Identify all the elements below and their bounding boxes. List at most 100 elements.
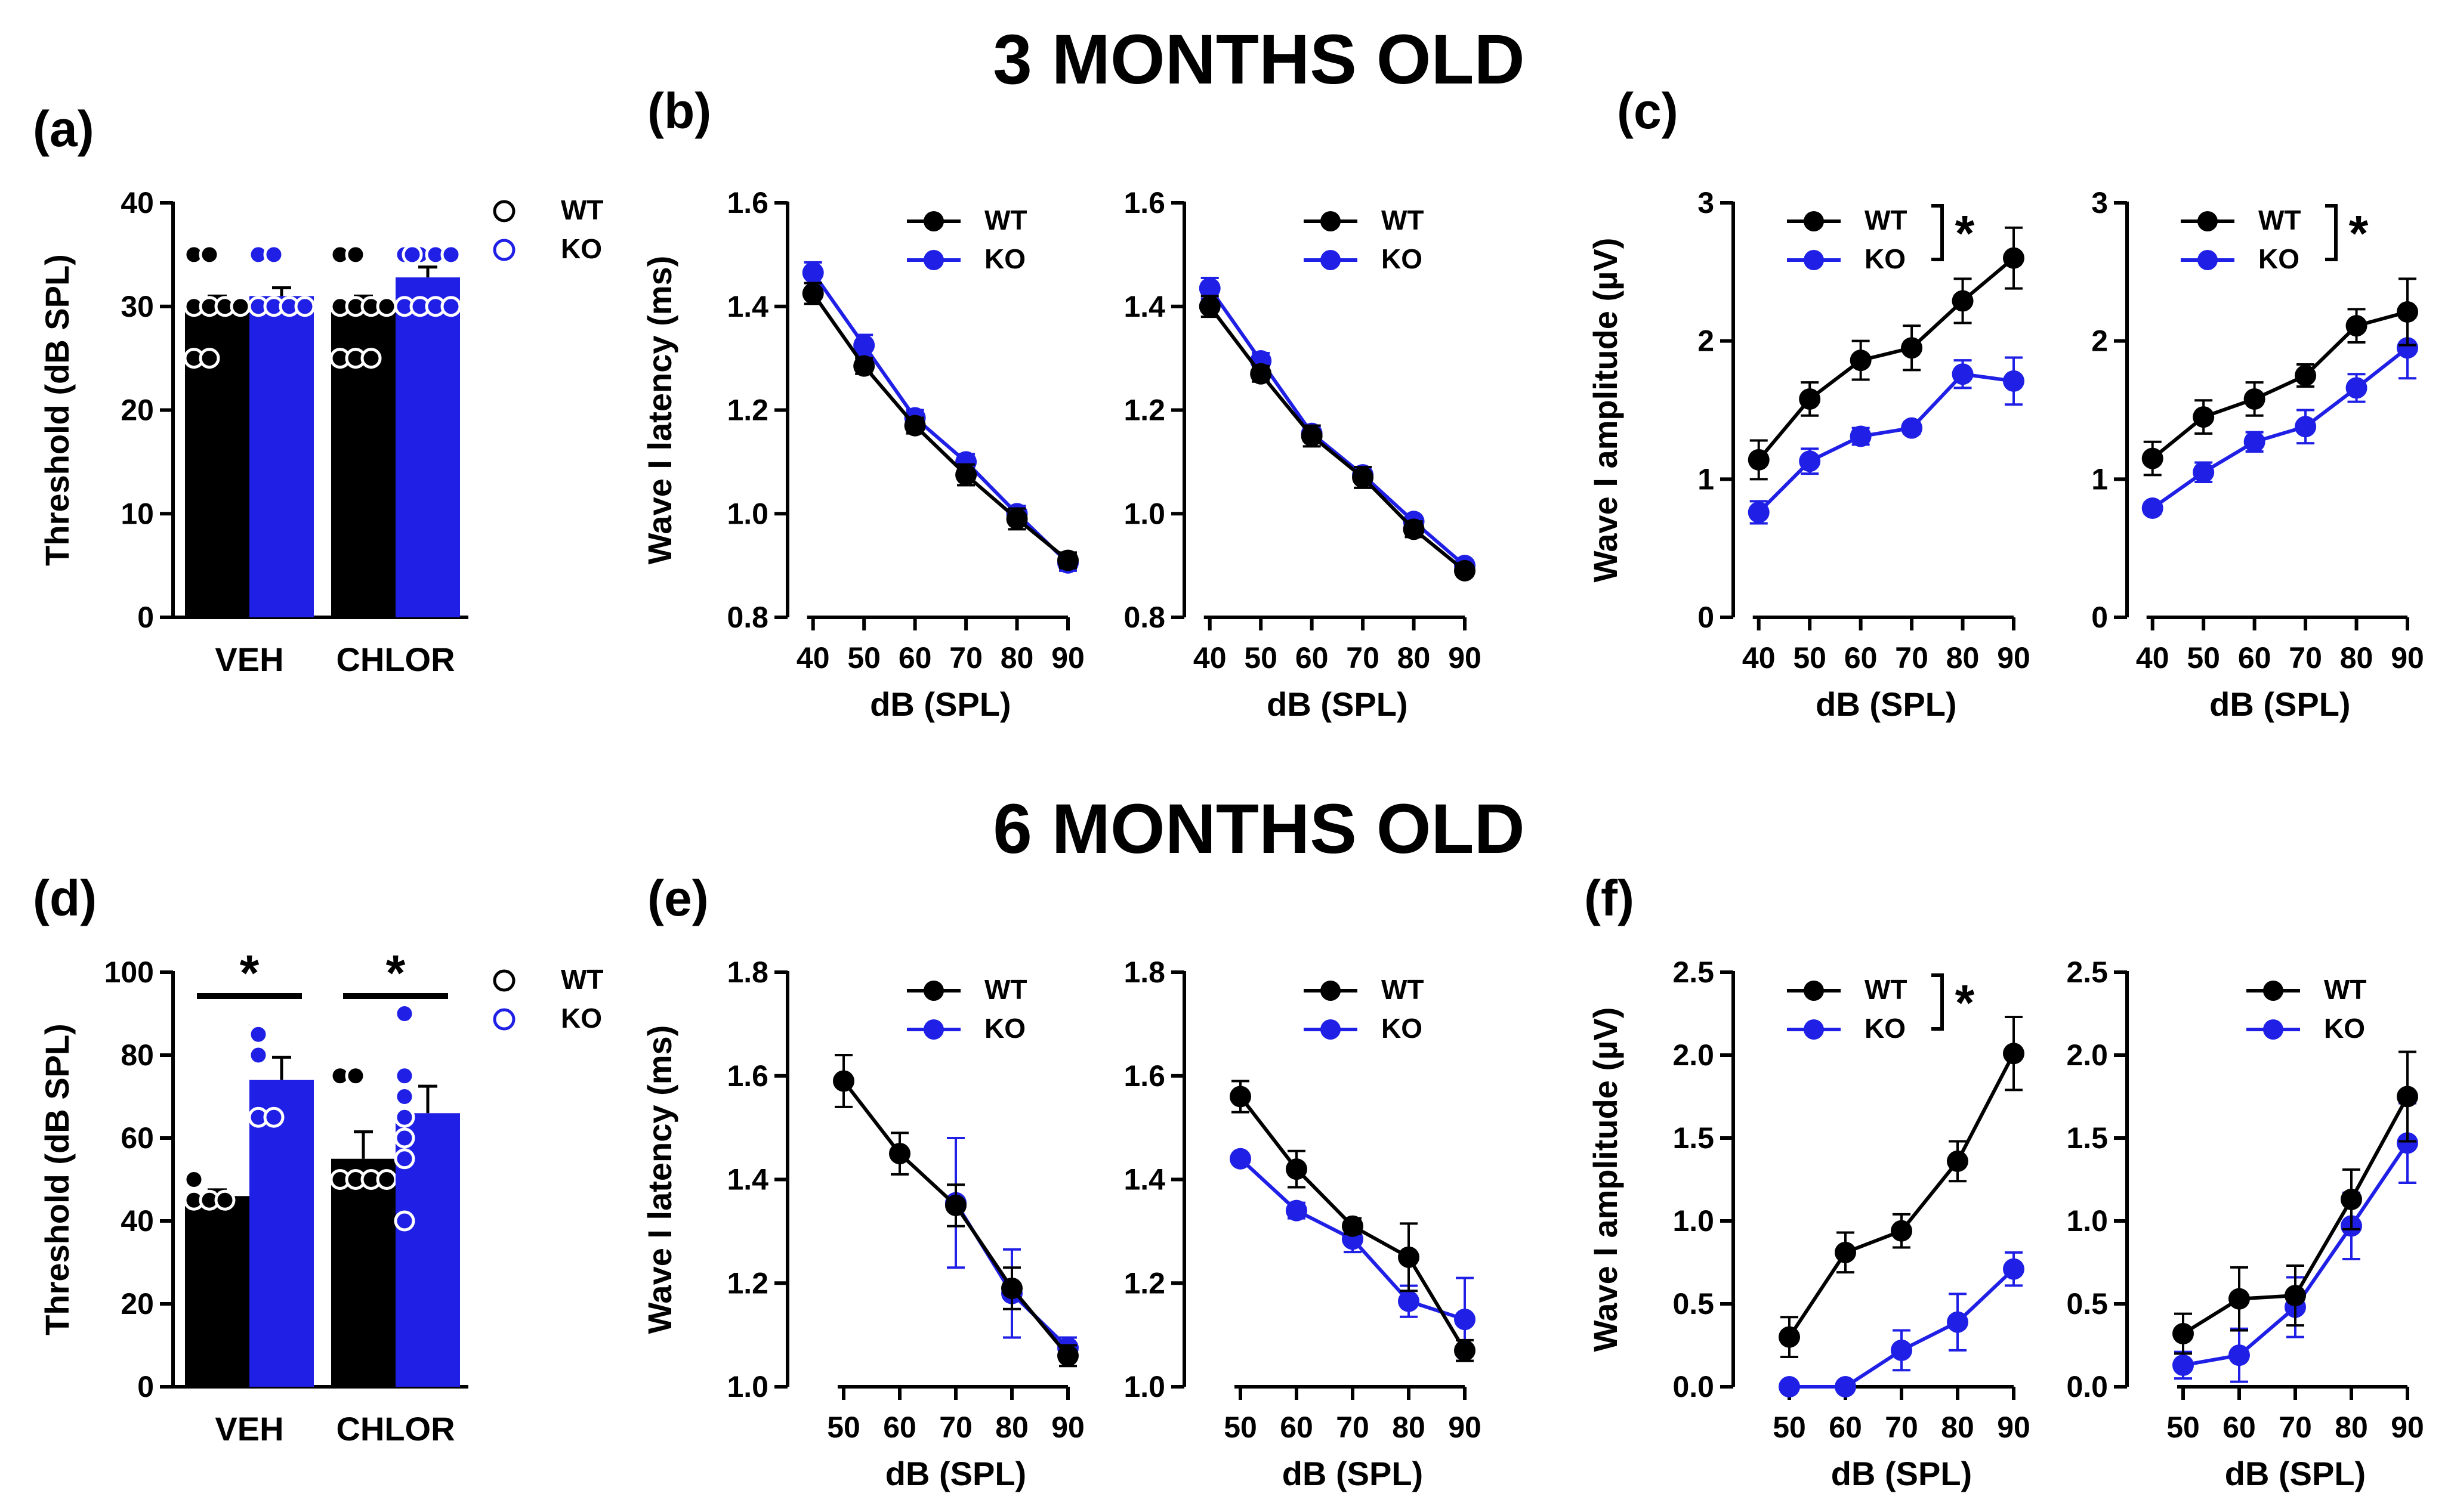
data-point: [394, 1065, 415, 1087]
data-point-ko: [1835, 1376, 1856, 1397]
panel-f1: 0.0 0.5 1.0 1.5 2.0 2.5 Wave I amplitude (µV) 5…: [1586, 956, 2030, 1492]
panel-c1: 0 1 2 3 Wave I amplitude (µV) 40 50 60 70 80 90 dB …: [1586, 186, 2030, 723]
data-point-wt: [1301, 425, 1323, 447]
data-point-ko: [1454, 1309, 1475, 1331]
y-tick-label: 0.5: [1672, 1287, 1714, 1321]
x-tick-label: 80: [1392, 1411, 1425, 1444]
y-tick-label: 1: [2091, 462, 2108, 496]
y-tick-label: 3: [2091, 186, 2108, 219]
data-point: [440, 244, 462, 265]
data-point-ko: [1952, 363, 1974, 385]
x-tick-label: 50: [2166, 1411, 2200, 1444]
y-tick-label: 2: [2091, 324, 2108, 358]
x-tick-label: 50: [1793, 641, 1826, 675]
x-tick-label: 50: [2187, 641, 2220, 675]
x-tick-label: 60: [1295, 641, 1329, 675]
legend-label: KO: [561, 1003, 602, 1034]
data-point-wt: [1779, 1326, 1800, 1348]
x-tick-label: 70: [2279, 1411, 2312, 1444]
significance-bracket: [1931, 973, 1944, 1031]
panel-b2: 0.8 1.0 1.2 1.4 1.6 40 50 60 70 80 90 dB (SPL) WT KO: [1123, 186, 1481, 723]
y-tick-label: 1.8: [727, 956, 768, 989]
x-tick-label: 80: [1946, 641, 1980, 675]
y-tick-label: 100: [104, 956, 154, 989]
series-line-ko: [1208, 287, 1466, 567]
x-tick-label: 80: [1397, 641, 1431, 675]
legend-marker: [1320, 981, 1341, 1001]
data-point: [248, 1024, 269, 1045]
y-tick-label: 1.0: [1123, 497, 1165, 530]
data-point: [263, 1106, 285, 1128]
y-tick-label: 0.8: [727, 601, 768, 634]
data-point-wt: [1454, 559, 1475, 582]
significance-star: *: [1955, 975, 1975, 1031]
data-point-ko: [2172, 1354, 2194, 1376]
x-tick-label: 90: [2391, 1411, 2424, 1444]
legend-label: KO: [1865, 243, 1906, 274]
legend-marker: [924, 1019, 944, 1040]
data-point: [214, 1189, 236, 1211]
y-tick-label: 0: [137, 601, 154, 634]
data-point: [394, 1106, 415, 1128]
legend-label: KO: [1381, 243, 1422, 274]
y-tick-label: 60: [121, 1121, 154, 1155]
data-point: [360, 348, 382, 369]
data-point-wt: [2141, 447, 2163, 469]
x-axis-label: dB (SPL): [1816, 685, 1956, 723]
y-tick-label: 1.2: [727, 1266, 768, 1300]
data-point-wt: [2003, 247, 2024, 269]
data-point-wt: [1748, 449, 1770, 471]
panel-a: 0 10 20 30 40 Threshold (dB SPL) VEH CHLOR WT KO: [38, 186, 604, 678]
x-tick-label: 80: [995, 1411, 1029, 1444]
y-tick-label: 1.6: [1123, 1059, 1165, 1093]
panel-label-e1: (e): [647, 870, 709, 926]
legend-label: KO: [984, 243, 1026, 274]
legend-marker: [2263, 981, 2283, 1001]
x-tick-label: 80: [2340, 641, 2373, 675]
data-point-ko: [2243, 431, 2265, 453]
data-point-wt: [2172, 1323, 2194, 1345]
y-tick-label: 1.0: [1672, 1204, 1714, 1238]
data-point-wt: [1342, 1215, 1363, 1237]
legend-label: WT: [2258, 205, 2301, 236]
data-point-ko: [2397, 1132, 2418, 1154]
data-point: [345, 1065, 366, 1087]
data-point: [199, 348, 220, 369]
data-point-wt: [1403, 518, 1425, 540]
panel-c2: 0 1 2 3 40 50 60 70 80 90 dB (SPL) WT KO *: [2091, 186, 2424, 723]
y-axis-label: Threshold (dB SPL): [38, 1024, 76, 1335]
data-point: [394, 1148, 415, 1170]
data-point-wt: [2243, 388, 2265, 410]
data-point-wt: [955, 464, 977, 486]
data-point-wt: [1006, 508, 1028, 530]
y-tick-label: 1.5: [1672, 1121, 1714, 1155]
data-point-ko: [1779, 1376, 1800, 1397]
x-tick-label: 50: [827, 1411, 860, 1444]
data-point-wt: [1230, 1086, 1251, 1108]
data-point: [345, 244, 366, 265]
legend-marker: [1804, 211, 1824, 231]
y-tick-label: 1.2: [1123, 394, 1165, 427]
y-tick-label: 1: [1697, 462, 1714, 496]
x-tick-label: 40: [1742, 641, 1776, 675]
y-tick-label: 40: [121, 1204, 154, 1238]
series-line-wt: [1757, 256, 2015, 461]
legend-marker: [493, 1008, 515, 1031]
data-point-ko: [1799, 450, 1821, 472]
data-point-wt: [2285, 1285, 2306, 1307]
panel-label-b1: (b): [647, 83, 711, 139]
data-point-wt: [2193, 406, 2215, 428]
y-tick-label: 30: [121, 290, 154, 323]
data-point-wt: [1835, 1241, 1856, 1263]
series-line-ko: [1757, 372, 2014, 514]
data-point: [394, 1210, 415, 1232]
legend-label: WT: [1381, 205, 1424, 236]
panel-f2: 0.0 0.5 1.0 1.5 2.0 2.5 50 60 70 80 90 dB (SPL) WT KO: [2066, 956, 2424, 1492]
data-point: [394, 1003, 415, 1024]
data-point-wt: [833, 1070, 854, 1092]
data-point-wt: [2397, 301, 2418, 323]
y-tick-label: 80: [121, 1038, 154, 1072]
series-line-wt: [811, 292, 1069, 562]
bar-ko-veh: [249, 296, 314, 617]
